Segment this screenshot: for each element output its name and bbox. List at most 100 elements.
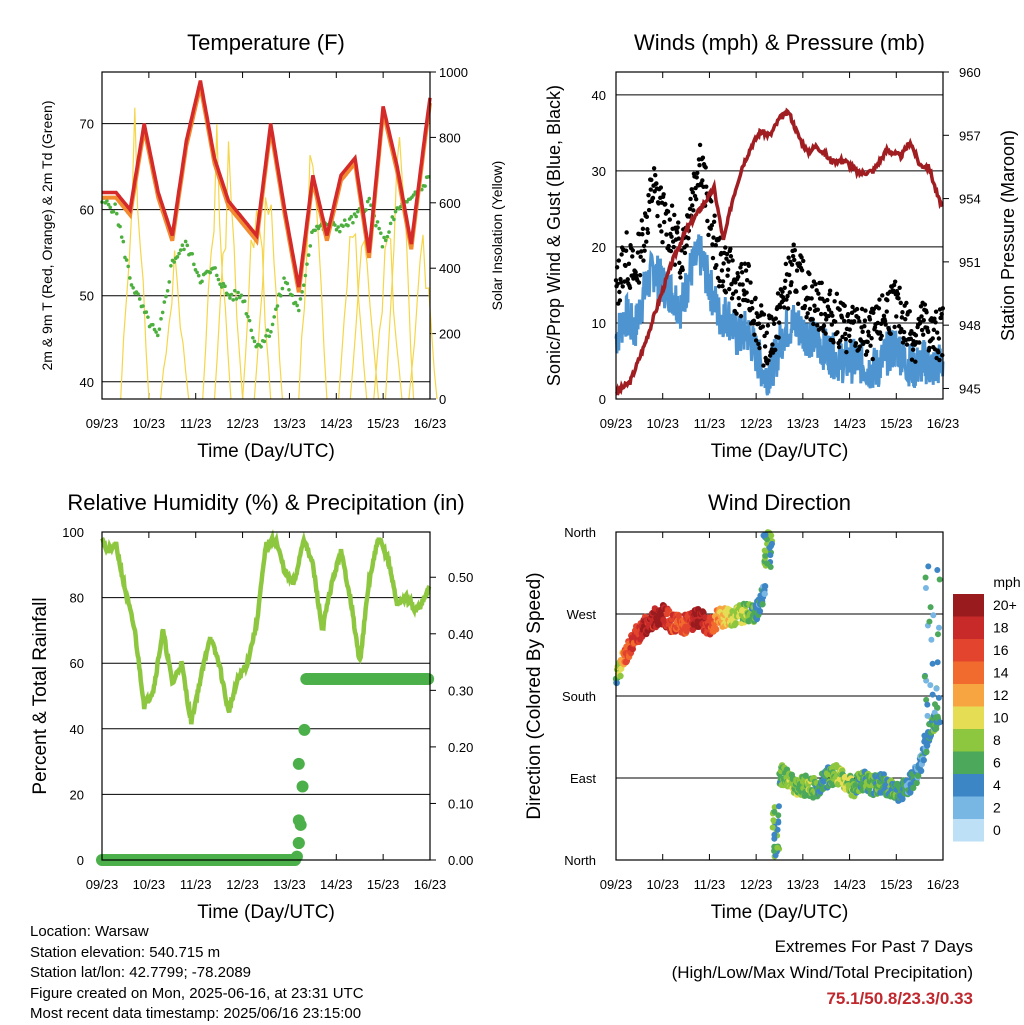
- dewpoint-point: [251, 335, 255, 340]
- gust-point: [662, 219, 667, 225]
- gust-point: [761, 363, 766, 368]
- solar-series: [408, 234, 438, 400]
- gust-point: [881, 313, 887, 319]
- dewpoint-point: [426, 175, 431, 179]
- gust-point: [639, 218, 644, 223]
- gust-point: [776, 335, 781, 340]
- y-right-tick-label: 0.10: [448, 796, 473, 811]
- chart-title: Winds (mph) & Pressure (mb): [634, 30, 925, 55]
- gust-point: [865, 339, 870, 345]
- gust-point: [794, 289, 799, 294]
- precip-point: [292, 757, 305, 770]
- dewpoint-point: [236, 290, 240, 295]
- direction-point: [683, 628, 690, 635]
- pressure-line: [615, 107, 944, 396]
- chart-title: Relative Humidity (%) & Precipitation (i…: [67, 490, 464, 515]
- gust-point: [909, 329, 914, 334]
- dewpoint-point: [305, 262, 309, 266]
- dewpoint-point: [137, 297, 142, 301]
- dewpoint-point: [121, 239, 126, 244]
- elevation-text: Station elevation: 540.715 m: [30, 943, 221, 961]
- y-tick-label: West: [567, 607, 597, 622]
- extremes-block: Extremes For Past 7 Days (High/Low/Max W…: [672, 934, 973, 1012]
- direction-point: [852, 782, 859, 789]
- legend-label: 10: [993, 710, 1009, 726]
- dewpoint-point: [285, 281, 290, 286]
- gust-point: [727, 286, 732, 292]
- dewpoint-point: [162, 300, 167, 304]
- dewpoint-point: [172, 260, 176, 264]
- x-tick-label: 13/23: [273, 416, 306, 431]
- x-tick-label: 11/23: [180, 877, 212, 892]
- gust-point: [871, 310, 876, 315]
- gust-point: [896, 296, 901, 301]
- gust-point: [920, 332, 926, 337]
- x-tick-label: 10/23: [646, 416, 679, 431]
- y-axis-label: Percent & Total Rainfall: [30, 597, 51, 794]
- gust-point: [686, 236, 691, 241]
- direction-point: [775, 803, 782, 810]
- gust-point: [691, 208, 696, 213]
- gust-point: [825, 297, 830, 303]
- gust-point: [848, 338, 853, 344]
- x-tick-label: 14/23: [320, 416, 353, 431]
- gust-point: [931, 327, 937, 333]
- gust-point: [787, 272, 792, 278]
- gust-point: [843, 336, 849, 342]
- dewpoint-point: [252, 339, 257, 344]
- legend-label: 20+: [993, 597, 1017, 613]
- direction-point: [927, 682, 934, 689]
- gust-point: [834, 291, 840, 297]
- gust-point: [739, 261, 744, 267]
- direction-point: [761, 583, 769, 590]
- y-right-tick-label: 0.30: [448, 683, 473, 698]
- y-tick-label: 30: [592, 164, 606, 179]
- gust-point: [631, 276, 636, 281]
- dewpoint-point: [382, 235, 386, 240]
- direction-point: [767, 552, 774, 559]
- gust-point: [842, 303, 847, 309]
- gust-point: [811, 321, 816, 327]
- legend-swatch: [953, 729, 984, 752]
- legend-swatch: [953, 751, 984, 774]
- gust-point: [827, 291, 832, 297]
- x-tick-label: 12/23: [226, 877, 259, 892]
- gust-point: [840, 334, 845, 340]
- gust-point: [744, 290, 749, 295]
- gust-point: [832, 299, 837, 304]
- dewpoint-point: [269, 330, 273, 334]
- direction-point: [926, 618, 933, 625]
- x-tick-label: 12/23: [740, 416, 773, 431]
- gust-point: [716, 284, 722, 289]
- gust-point: [909, 357, 915, 362]
- gust-point: [719, 268, 725, 273]
- location-text: Location: Warsaw: [30, 923, 149, 940]
- dewpoint-point: [105, 199, 109, 203]
- dewpoint-point: [215, 273, 219, 278]
- dewpoint-point: [346, 223, 350, 228]
- gust-point: [940, 353, 945, 358]
- direction-point: [920, 756, 927, 764]
- gust-point: [740, 282, 745, 287]
- gust-point: [805, 311, 810, 316]
- direction-point: [927, 604, 934, 611]
- direction-point: [775, 812, 782, 819]
- precip-point: [422, 673, 435, 686]
- gust-point: [627, 285, 633, 290]
- dewpoint-point: [338, 229, 342, 234]
- dewpoint-point: [219, 285, 224, 289]
- gust-point: [625, 277, 630, 282]
- gust-point: [860, 329, 865, 335]
- dewpoint-point: [195, 270, 199, 275]
- dewpoint-point: [157, 327, 162, 331]
- dewpoint-point: [364, 208, 368, 212]
- direction-point: [936, 719, 943, 726]
- gust-point: [823, 331, 828, 336]
- x-tick-label: 10/23: [133, 416, 166, 431]
- dewpoint-point: [270, 322, 275, 327]
- x-tick-label: 16/23: [927, 877, 960, 892]
- gust-point: [734, 311, 739, 316]
- x-tick-label: 11/23: [694, 877, 726, 892]
- gust-point: [776, 320, 782, 325]
- y-axis-label: Sonic/Prop Wind & Gust (Blue, Black): [544, 85, 564, 386]
